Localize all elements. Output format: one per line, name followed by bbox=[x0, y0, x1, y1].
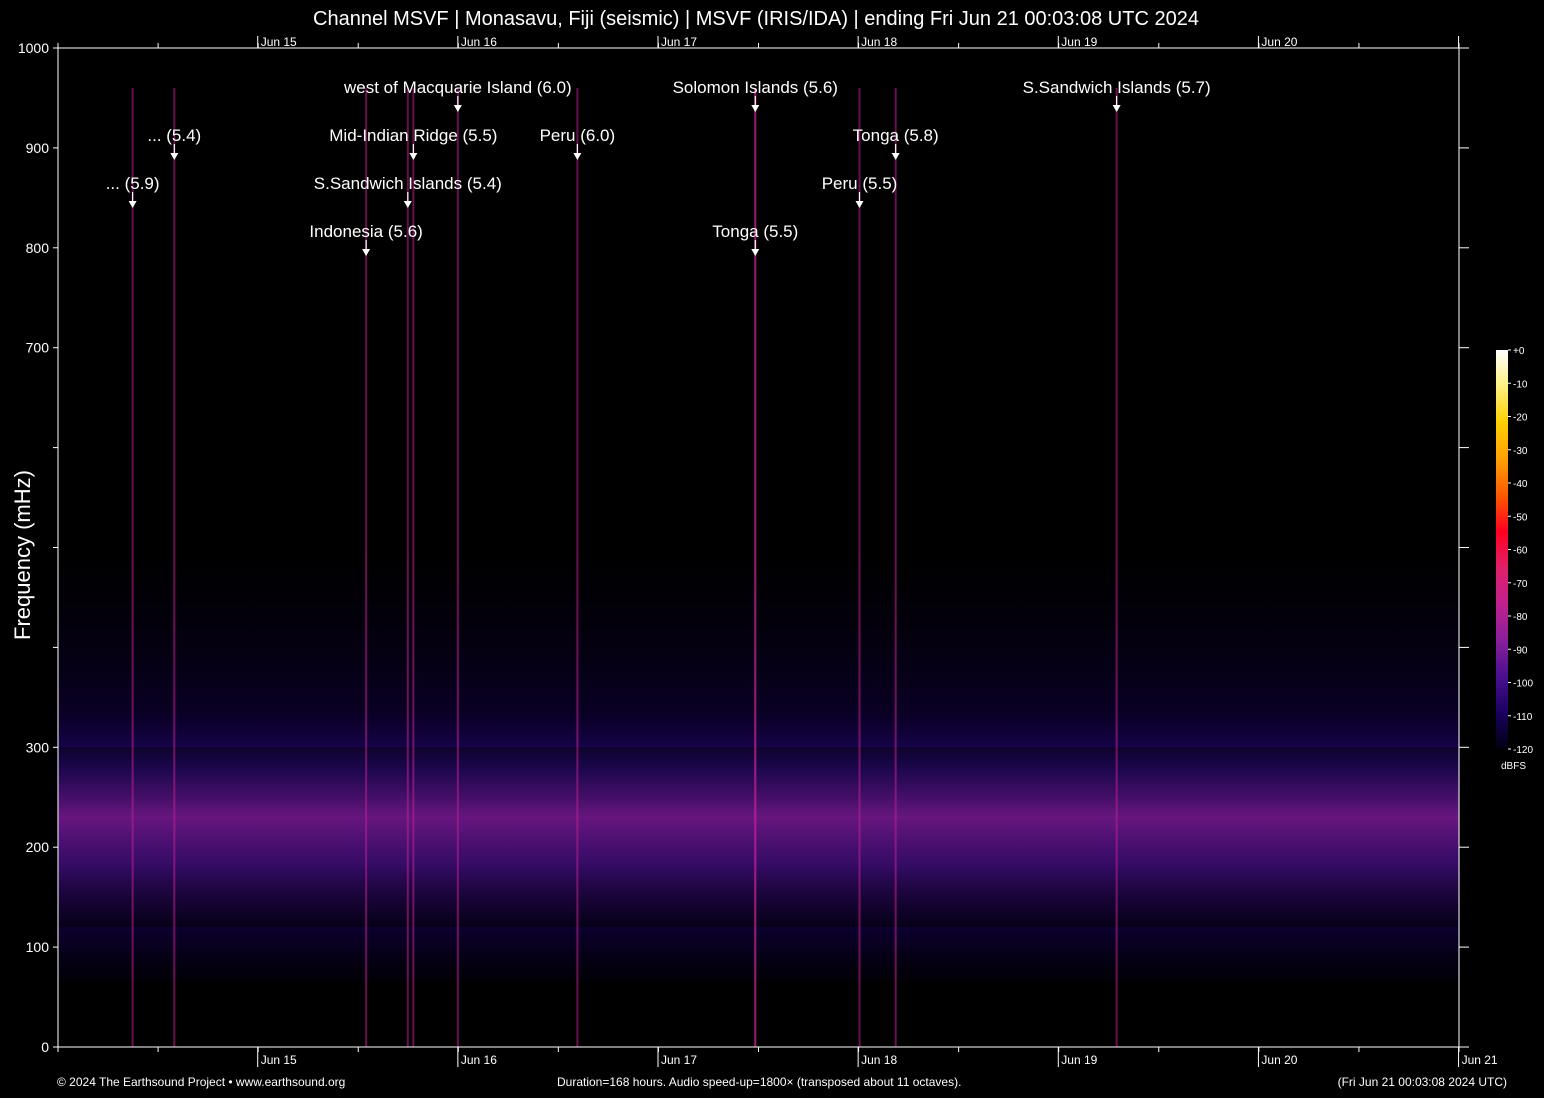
plot-area bbox=[58, 87, 1459, 1047]
noise-band bbox=[58, 707, 1459, 928]
event-label: Peru (6.0) bbox=[540, 126, 616, 145]
event-arrow-head bbox=[751, 105, 760, 112]
event-arrow-head bbox=[362, 249, 371, 256]
event-annotations: ... (5.9) ... (5.4) west of Macquarie Isla… bbox=[106, 78, 1211, 256]
event-arrow-head bbox=[453, 105, 462, 112]
footer-copyright: © 2024 The Earthsound Project • www.eart… bbox=[57, 1075, 346, 1089]
x-tick-label: Jun 20 bbox=[1261, 1053, 1297, 1067]
event-arrow-head bbox=[128, 201, 137, 208]
colorbar: +0 -10 -20 -30 -40 -50 -60 -70 -80 -90 -100 -110 -12… bbox=[1496, 346, 1533, 756]
y-tick-label: 800 bbox=[26, 240, 50, 256]
x-tick-label: Jun 15 bbox=[261, 1053, 297, 1067]
y-tick-label: 200 bbox=[26, 839, 50, 855]
event-label: Tonga (5.5) bbox=[712, 222, 798, 241]
colorbar-tick-label: +0 bbox=[1513, 346, 1525, 357]
x-tick-label: Jun 16 bbox=[461, 1053, 497, 1067]
colorbar-tick-label: -120 bbox=[1513, 745, 1533, 756]
y-tick-label: 700 bbox=[26, 340, 50, 356]
event-arrow-head bbox=[751, 249, 760, 256]
x-tick-label-top: Jun 15 bbox=[261, 35, 297, 49]
colorbar-tick-label: -60 bbox=[1513, 546, 1528, 557]
event-label: west of Macquarie Island (6.0) bbox=[343, 78, 572, 97]
y-tick-label: 1000 bbox=[18, 40, 49, 56]
x-tick-label-top: Jun 19 bbox=[1061, 35, 1097, 49]
event-arrow-head bbox=[170, 153, 179, 160]
x-tick-label: Jun 17 bbox=[661, 1053, 697, 1067]
y-tick-label: 100 bbox=[26, 939, 50, 955]
colorbar-unit-label: dBFS bbox=[1501, 761, 1527, 772]
axes: 0 100 200 300 700 800 900 1000 Jun 15 Jun 15 Jun 1… bbox=[18, 35, 1498, 1067]
colorbar-tick-label: -80 bbox=[1513, 612, 1528, 623]
footer-timestamp: (Fri Jun 21 00:03:08 2024 UTC) bbox=[1337, 1075, 1507, 1089]
colorbar-tick-label: -20 bbox=[1513, 413, 1528, 424]
x-tick-label-top: Jun 17 bbox=[661, 35, 697, 49]
event-arrow-head bbox=[855, 201, 864, 208]
colorbar-gradient bbox=[1496, 350, 1508, 749]
event-label: ... (5.9) bbox=[106, 174, 160, 193]
colorbar-tick-label: -30 bbox=[1513, 446, 1528, 457]
event-label: S.Sandwich Islands (5.7) bbox=[1023, 78, 1211, 97]
event-label: S.Sandwich Islands (5.4) bbox=[314, 174, 502, 193]
event-arrow-head bbox=[403, 201, 412, 208]
y-tick-label: 300 bbox=[26, 739, 50, 755]
event-arrow-head bbox=[891, 153, 900, 160]
event-label: Solomon Islands (5.6) bbox=[673, 78, 838, 97]
footer-duration: Duration=168 hours. Audio speed-up=1800×… bbox=[557, 1075, 962, 1089]
event-label: Indonesia (5.6) bbox=[309, 222, 422, 241]
x-tick-label-top: Jun 20 bbox=[1261, 35, 1297, 49]
x-tick-label: Jun 18 bbox=[861, 1053, 897, 1067]
colorbar-tick-label: -90 bbox=[1513, 645, 1528, 656]
y-tick-label: 0 bbox=[41, 1039, 49, 1055]
event-label: ... (5.4) bbox=[147, 126, 201, 145]
colorbar-tick-label: -10 bbox=[1513, 379, 1528, 390]
chart-title: Channel MSVF | Monasavu, Fiji (seismic) … bbox=[313, 8, 1199, 30]
event-arrow-head bbox=[1112, 105, 1121, 112]
colorbar-tick-label: -50 bbox=[1513, 512, 1528, 523]
colorbar-tick-label: -100 bbox=[1513, 679, 1533, 690]
colorbar-tick-label: -70 bbox=[1513, 579, 1528, 590]
y-tick-label: 900 bbox=[26, 140, 50, 156]
colorbar-tick-label: -110 bbox=[1513, 712, 1533, 723]
x-tick-label: Jun 19 bbox=[1061, 1053, 1097, 1067]
event-arrow-head bbox=[409, 153, 418, 160]
low-frequency-band bbox=[58, 927, 1459, 983]
x-tick-label-top: Jun 18 bbox=[861, 35, 897, 49]
x-tick-label-top: Jun 16 bbox=[461, 35, 497, 49]
x-tick-label: Jun 21 bbox=[1462, 1053, 1498, 1067]
event-label: Mid-Indian Ridge (5.5) bbox=[329, 126, 497, 145]
event-label: Tonga (5.8) bbox=[853, 126, 939, 145]
colorbar-tick-label: -40 bbox=[1513, 479, 1528, 490]
event-arrow-head bbox=[573, 153, 582, 160]
event-label: Peru (5.5) bbox=[822, 174, 898, 193]
